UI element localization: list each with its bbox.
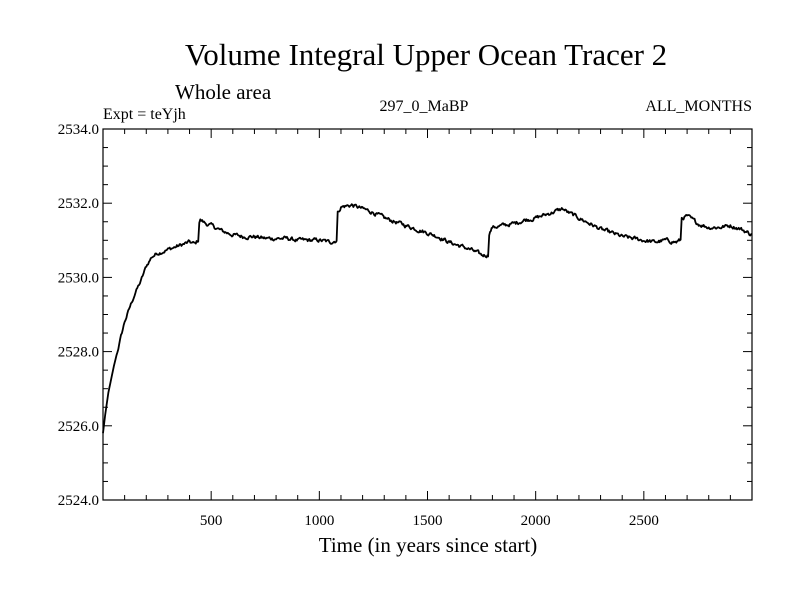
y-tick-label: 2524.0 — [58, 493, 99, 509]
x-tick-label: 1500 — [413, 513, 443, 529]
series-line — [102, 203, 753, 434]
y-tick-label: 2530.0 — [58, 270, 99, 286]
y-tick-label: 2534.0 — [58, 122, 99, 138]
x-axis-label: Time (in years since start) — [319, 533, 538, 557]
chart-subtitle: Whole area — [175, 80, 272, 104]
axis-ticks — [103, 128, 752, 501]
y-tick-label: 2532.0 — [58, 196, 99, 212]
chart-title: Volume Integral Upper Ocean Tracer 2 — [185, 37, 667, 72]
right-label: ALL_MONTHS — [645, 98, 752, 115]
expt-label: Expt = teYjh — [103, 106, 186, 123]
x-tick-label: 1000 — [304, 513, 334, 529]
x-tick-label: 2500 — [629, 513, 659, 529]
x-tick-label: 2000 — [521, 513, 551, 529]
axis-tick-labels: 500 1000 1500 2000 2500 2524.0 2526.0 2528.0 253… — [58, 122, 659, 529]
y-tick-label: 2528.0 — [58, 345, 99, 361]
x-tick-label: 500 — [200, 513, 223, 529]
plot-frame — [102, 128, 753, 501]
y-tick-label: 2526.0 — [58, 419, 99, 435]
center-label: 297_0_MaBP — [380, 98, 469, 115]
